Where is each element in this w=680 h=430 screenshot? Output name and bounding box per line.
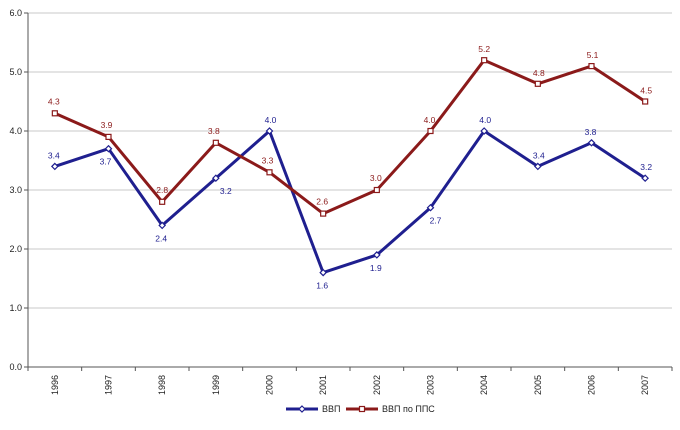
x-tick-label: 1997 [104,375,114,395]
x-tick-label: 2003 [426,375,436,395]
legend-marker [298,405,306,413]
data-label: 3.2 [640,162,652,172]
data-point [50,162,59,171]
y-tick-label: 5.0 [9,67,22,77]
data-label: 1.9 [370,263,382,273]
y-tick-label: 3.0 [9,185,22,195]
data-label: 1.6 [316,281,328,291]
data-point [481,57,488,64]
x-tick-label: 2001 [318,375,328,395]
data-label: 3.4 [48,150,60,160]
data-point [320,210,327,217]
data-point [373,186,380,194]
data-label: 3.9 [101,120,113,130]
x-tick-label: 1996 [50,375,60,395]
data-label: 5.2 [478,44,490,54]
data-label: 4.5 [640,86,652,96]
x-tick-label: 2002 [372,375,382,395]
data-label: 2.6 [316,197,328,207]
legend-label: ВВП по ППС [382,404,435,414]
series-line-1 [54,129,646,275]
data-point [534,80,541,87]
data-point [159,198,166,205]
data-point [642,98,649,105]
data-label: 3.8 [585,127,597,137]
data-point [211,174,220,183]
x-tick-label: 2005 [533,375,543,395]
y-tick-label: 2.0 [9,244,22,254]
x-tick-label: 2006 [587,375,597,395]
data-point [480,127,489,135]
legend-marker [358,405,366,413]
data-point [158,221,167,230]
data-point [104,144,113,153]
data-label: 4.0 [479,115,491,125]
x-tick-label: 1999 [211,375,221,395]
data-point [588,62,595,70]
data-point [372,251,381,259]
series-line-2 [54,58,646,216]
data-label: 2.8 [156,185,168,195]
data-label: 5.1 [587,50,599,60]
data-point [51,110,58,117]
x-tick-label: 2000 [265,375,275,395]
data-point [319,268,328,277]
x-tick-label: 2004 [479,375,489,395]
data-point [266,169,273,176]
data-label: 3.4 [533,150,545,160]
data-label: 2.7 [430,216,442,226]
data-point [212,139,219,146]
data-point [265,127,274,135]
data-label: 4.3 [48,96,60,106]
x-tick-label: 2007 [640,375,650,395]
data-label: 3.0 [370,173,382,183]
data-label: 4.0 [424,115,436,125]
data-label: 3.8 [208,126,220,136]
data-point [533,162,542,171]
data-label: 3.3 [262,155,274,165]
data-point [427,127,434,135]
y-tick-label: 1.0 [9,303,22,313]
data-label: 3.7 [100,157,112,167]
data-label: 4.0 [265,115,277,125]
y-tick-label: 6.0 [9,8,22,18]
data-label: 3.2 [220,186,232,196]
data-label: 2.4 [155,233,167,243]
data-point [426,203,435,212]
y-tick-label: 0.0 [9,362,22,372]
data-point [105,133,112,140]
legend-label: ВВП [322,404,340,414]
data-label: 4.8 [533,68,545,78]
data-point [587,138,596,147]
x-tick-label: 1998 [157,375,167,395]
data-point [641,174,650,183]
y-tick-label: 4.0 [9,126,22,136]
